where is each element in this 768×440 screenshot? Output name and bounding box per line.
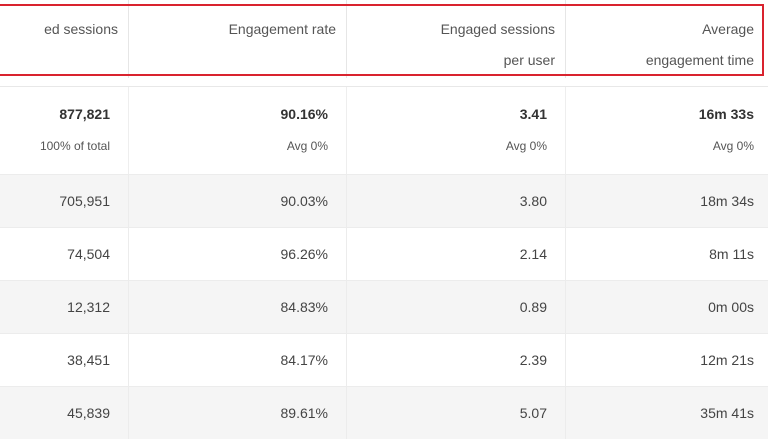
table-row[interactable]: 45,839 89.61% 5.07 35m 41s <box>0 386 768 439</box>
column-header-label-line2: per user <box>503 52 555 68</box>
table-cell: 96.26% <box>128 228 346 280</box>
column-header-engagement-rate[interactable]: Engagement rate <box>128 0 346 78</box>
total-cell: 3.41 Avg 0% <box>346 87 565 175</box>
table-cell: 89.61% <box>128 387 346 439</box>
total-value: 16m 33s <box>698 106 754 122</box>
column-header-label-line2: engagement time <box>645 52 754 68</box>
table-cell: 84.17% <box>128 334 346 386</box>
table-row[interactable]: 705,951 90.03% 3.80 18m 34s <box>0 174 768 227</box>
column-header-label-line1: Engaged sessions <box>440 21 555 37</box>
total-value: 3.41 <box>519 106 547 122</box>
table-cell: 18m 34s <box>565 175 768 227</box>
total-cell: 877,821 100% of total <box>0 87 128 175</box>
table-cell: 705,951 <box>59 193 110 209</box>
total-subtext: Avg 0% <box>286 139 328 153</box>
table-cell: 35m 41s <box>565 387 768 439</box>
column-header-label: Engagement rate <box>228 21 336 37</box>
total-cell: 16m 33s Avg 0% <box>565 87 768 175</box>
total-value: 90.16% <box>280 106 328 122</box>
table-cell: 5.07 <box>346 387 565 439</box>
table-cell: 2.14 <box>346 228 565 280</box>
total-cell: 90.16% Avg 0% <box>128 87 346 175</box>
column-header-engaged-sessions[interactable]: ed sessions <box>0 0 128 78</box>
table-cell: 3.80 <box>346 175 565 227</box>
table-cell: 2.39 <box>346 334 565 386</box>
table-cell: 12m 21s <box>565 334 768 386</box>
total-subtext: Avg 0% <box>505 139 547 153</box>
column-header-label: ed sessions <box>44 21 118 37</box>
table-cell: 8m 11s <box>565 228 768 280</box>
table-row[interactable]: 74,504 96.26% 2.14 8m 11s <box>0 227 768 280</box>
table-body: 705,951 90.03% 3.80 18m 34s 74,504 96.26… <box>0 174 768 439</box>
table-cell: 90.03% <box>128 175 346 227</box>
table-row[interactable]: 12,312 84.83% 0.89 0m 00s <box>0 280 768 333</box>
total-value: 877,821 <box>59 106 110 122</box>
total-subtext: 100% of total <box>39 139 110 153</box>
table-cell: 12,312 <box>67 299 110 315</box>
total-subtext: Avg 0% <box>712 139 754 153</box>
column-header-label-line1: Average <box>702 21 754 37</box>
table-cell: 45,839 <box>67 405 110 421</box>
table-cell: 0m 00s <box>565 281 768 333</box>
totals-row: 877,821 100% of total 90.16% Avg 0% 3.41… <box>0 86 768 175</box>
table-header: ed sessions Engagement rate Engaged sess… <box>0 0 768 78</box>
table-cell: 38,451 <box>67 352 110 368</box>
table-cell: 84.83% <box>128 281 346 333</box>
column-header-average-engagement-time[interactable]: Average engagement time <box>565 0 768 78</box>
table-cell: 74,504 <box>67 246 110 262</box>
table-cell: 0.89 <box>346 281 565 333</box>
table-row[interactable]: 38,451 84.17% 2.39 12m 21s <box>0 333 768 386</box>
column-header-engaged-sessions-per-user[interactable]: Engaged sessions per user <box>346 0 565 78</box>
